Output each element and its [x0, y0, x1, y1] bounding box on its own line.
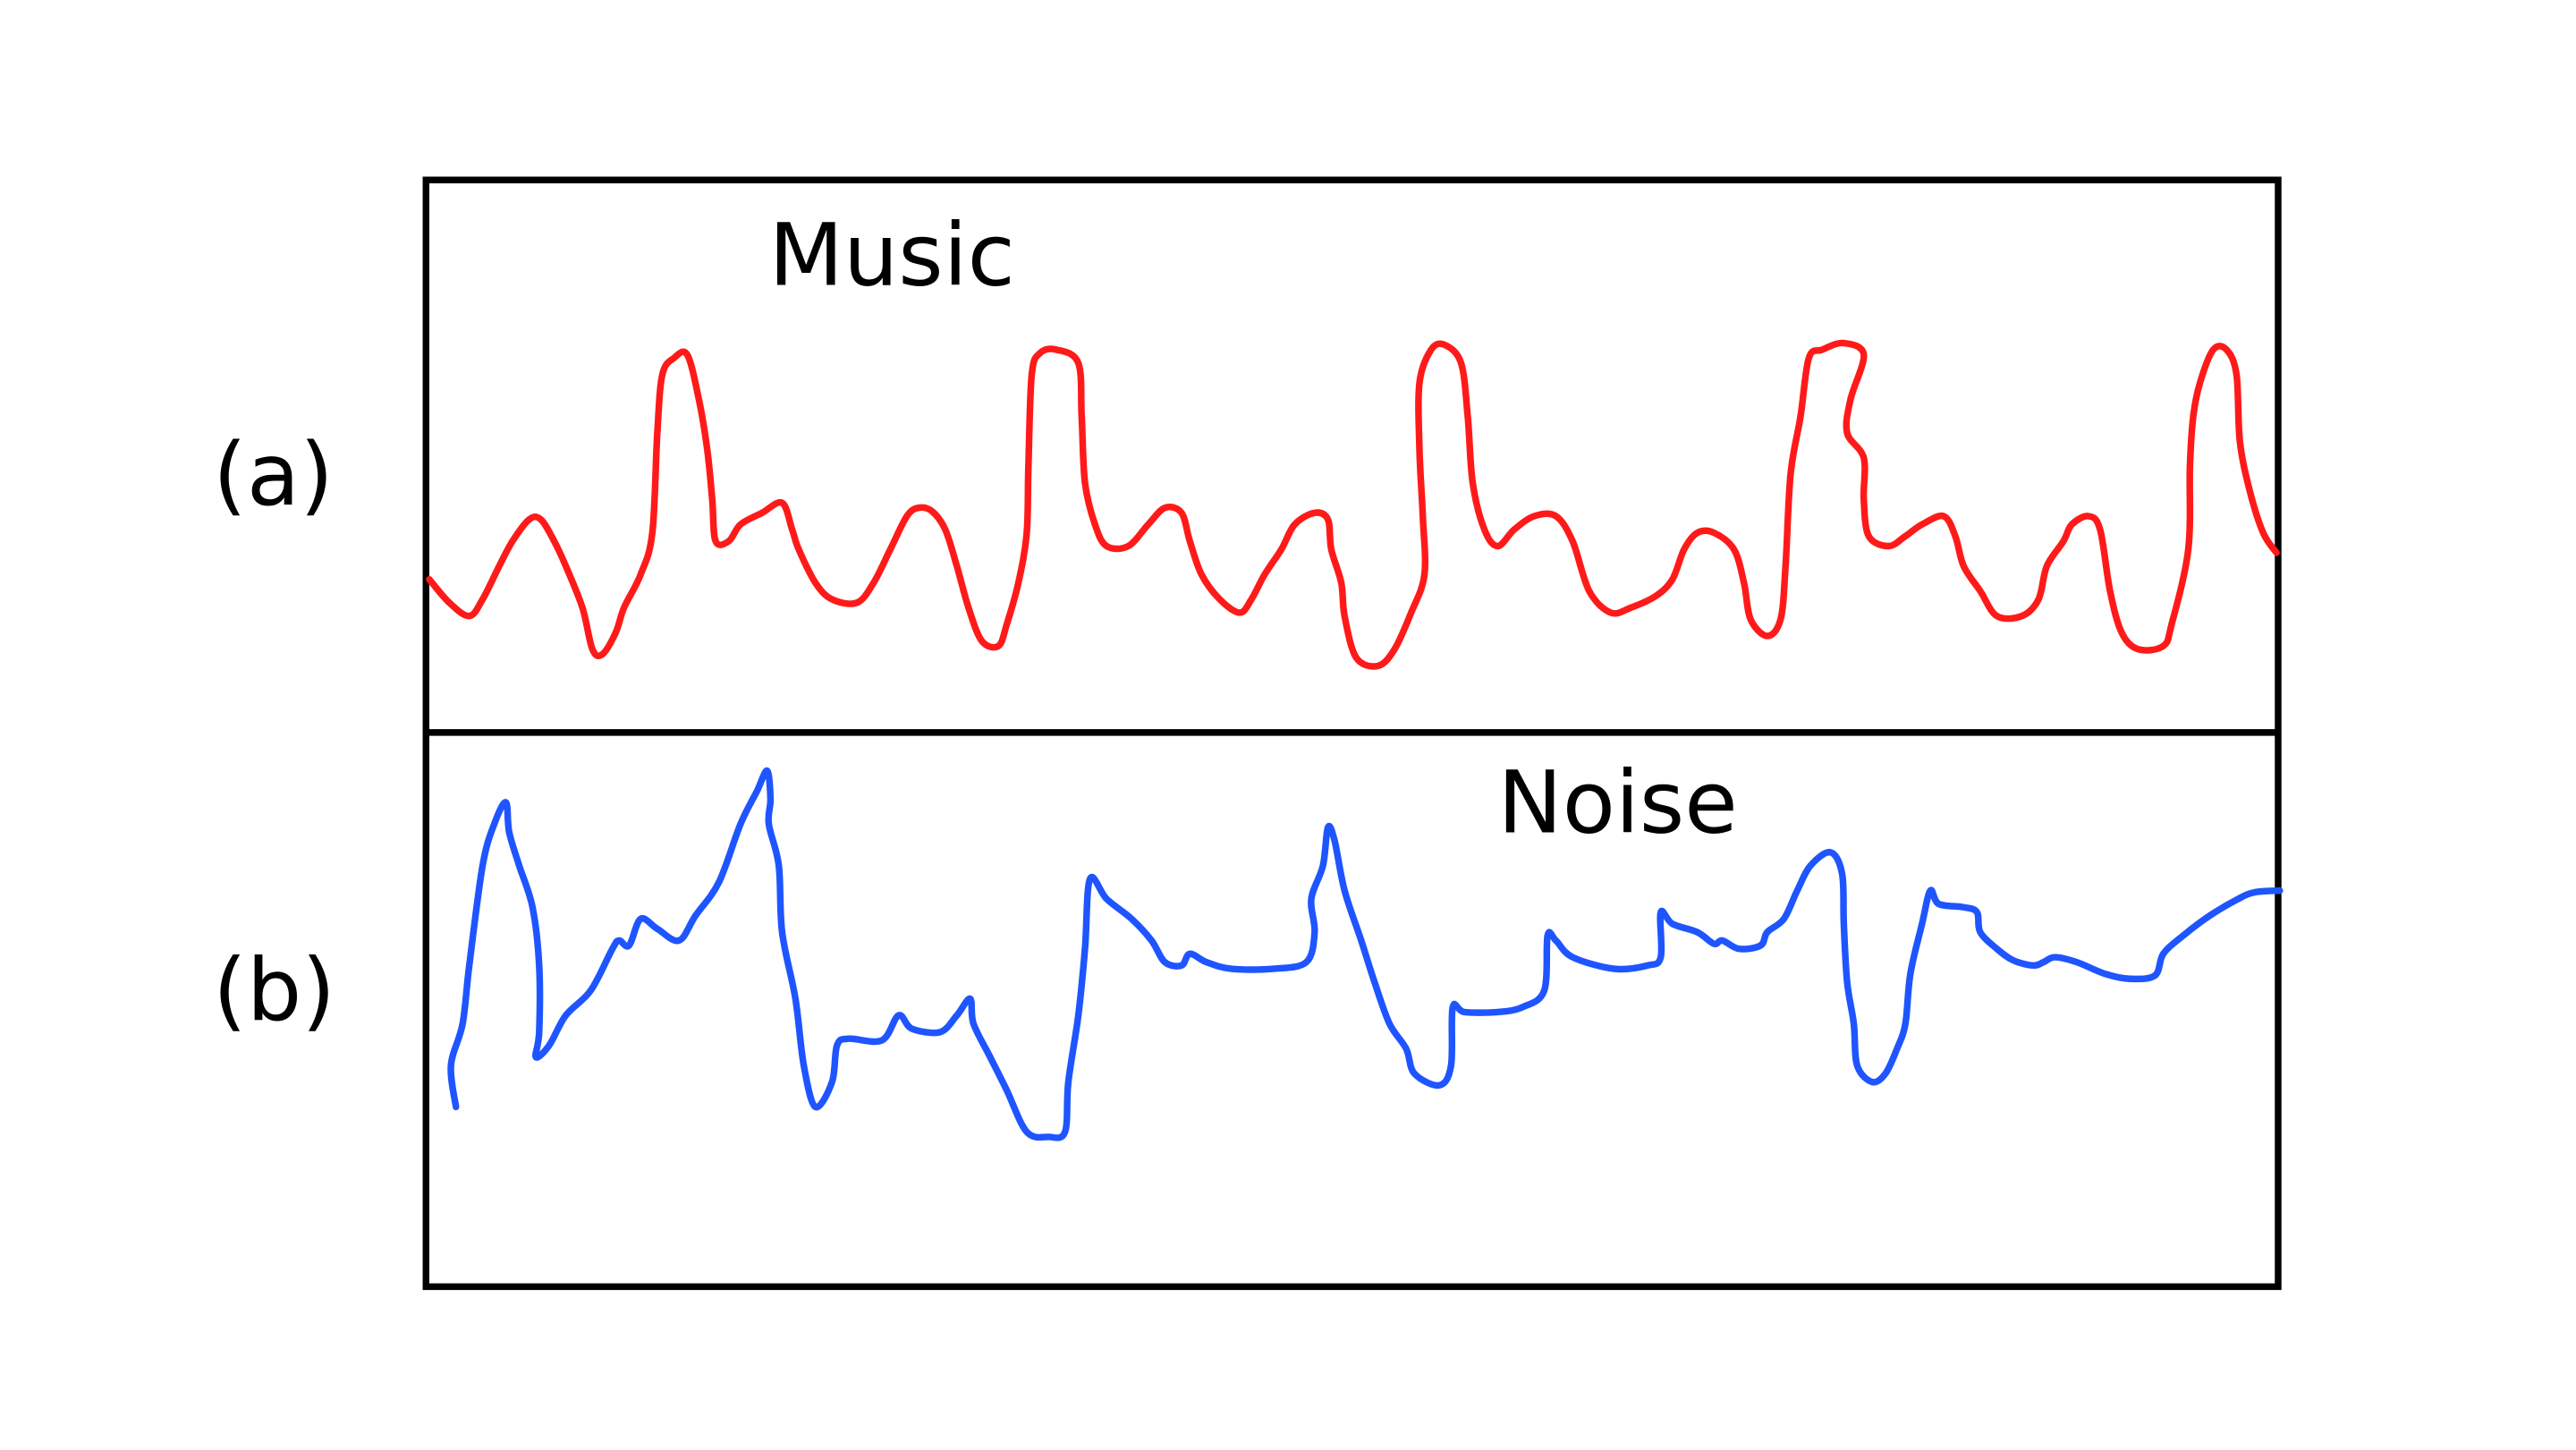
music-title: Music [769, 204, 1015, 305]
noise-title: Noise [1497, 752, 1737, 853]
noise-waveform [447, 767, 2284, 1141]
panel-b-label: (b) [213, 940, 335, 1041]
music-waveform [426, 339, 2280, 670]
panel-a-label: (a) [213, 424, 334, 525]
